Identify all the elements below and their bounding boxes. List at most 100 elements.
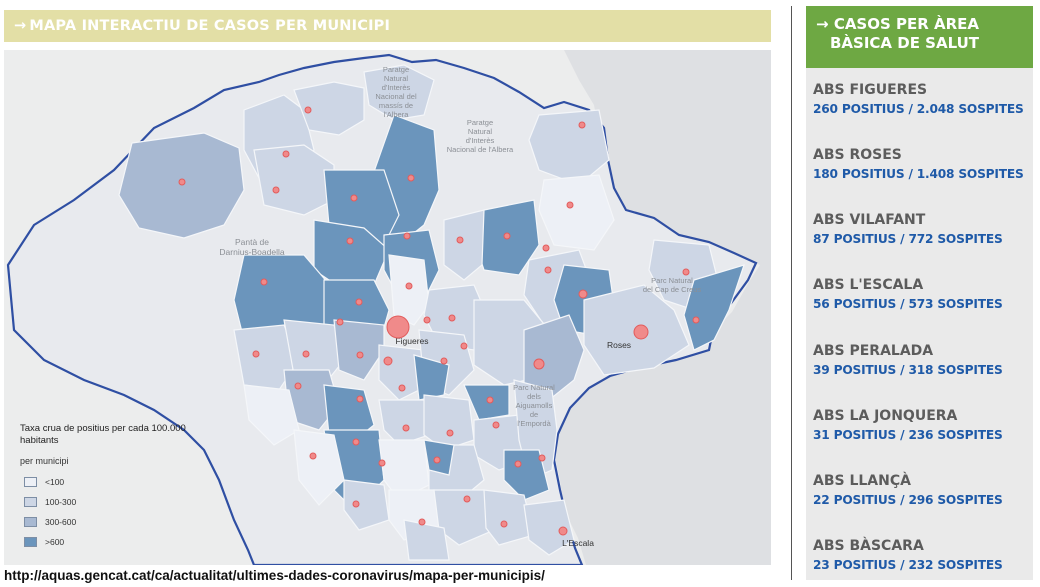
case-marker[interactable]	[304, 106, 312, 114]
abs-stats: 39 POSITIUS / 318 SOSPITES	[813, 363, 1003, 377]
case-marker[interactable]	[423, 316, 431, 324]
legend-label: <100	[45, 477, 65, 487]
municipality-shape[interactable]	[483, 489, 535, 546]
abs-item-bascara: ABS BÀSCARA 23 POSITIUS / 232 SOSPITES	[813, 538, 1033, 572]
case-marker[interactable]	[402, 424, 410, 432]
case-marker[interactable]	[440, 357, 448, 365]
case-marker[interactable]	[544, 266, 552, 274]
municipality-shape[interactable]	[538, 174, 615, 251]
case-marker[interactable]	[352, 500, 360, 508]
case-marker[interactable]	[272, 186, 280, 194]
case-marker[interactable]	[503, 232, 511, 240]
municipality-shape[interactable]	[403, 519, 450, 561]
case-marker[interactable]	[282, 150, 290, 158]
case-marker[interactable]	[405, 282, 413, 290]
map-header: → MAPA INTERACTIU DE CASOS PER MUNICIPI	[4, 10, 771, 42]
municipality-shape[interactable]	[433, 489, 495, 546]
case-marker[interactable]	[350, 194, 358, 202]
municipality-shape[interactable]	[243, 384, 300, 446]
case-marker[interactable]	[302, 350, 310, 358]
map-label-roses: Roses	[607, 340, 631, 350]
sidebar-title-line1: Casos per àrea	[833, 15, 980, 33]
case-marker[interactable]	[356, 351, 364, 359]
sidebar-header: → Casos per àrea bàsica de salut	[806, 6, 1033, 68]
case-marker[interactable]	[386, 315, 410, 339]
case-marker[interactable]	[446, 429, 454, 437]
case-marker[interactable]	[448, 314, 456, 322]
abs-stats: 56 POSITIUS / 573 SOSPITES	[813, 297, 1003, 311]
case-marker[interactable]	[407, 174, 415, 182]
case-marker[interactable]	[633, 324, 649, 340]
case-marker[interactable]	[309, 452, 317, 460]
municipality-shape[interactable]	[413, 354, 450, 401]
case-marker[interactable]	[538, 454, 546, 462]
abs-name: ABS LLANÇÀ	[813, 473, 911, 489]
abs-stats: 22 POSITIUS / 296 SOSPITES	[813, 493, 1003, 507]
case-marker[interactable]	[578, 289, 588, 299]
municipality-shape[interactable]	[343, 479, 390, 531]
case-marker[interactable]	[486, 396, 494, 404]
interactive-map[interactable]: Paratge Natural d'Interès Nacional del massí…	[4, 50, 771, 565]
case-marker[interactable]	[346, 237, 354, 245]
municipality-shape[interactable]	[283, 319, 345, 386]
sidebar-panel: ABS FIGUERES 260 POSITIUS / 2.048 SOSPIT…	[806, 68, 1033, 580]
case-marker[interactable]	[356, 395, 364, 403]
abs-stats: 87 POSITIUS / 772 SOSPITES	[813, 232, 1003, 246]
abs-item-peralada: ABS PERALADA 39 POSITIUS / 318 SOSPITES	[813, 343, 1033, 377]
municipality-shape[interactable]	[333, 319, 385, 381]
case-marker[interactable]	[260, 278, 268, 286]
case-marker[interactable]	[252, 350, 260, 358]
case-marker[interactable]	[682, 268, 690, 276]
municipality-shape[interactable]	[293, 81, 365, 136]
case-marker[interactable]	[463, 495, 471, 503]
abs-name: ABS LA JONQUERA	[813, 408, 958, 424]
case-marker[interactable]	[352, 438, 360, 446]
source-url[interactable]: http://aquas.gencat.cat/ca/actualitat/ul…	[4, 568, 545, 583]
abs-stats: 260 POSITIUS / 2.048 SOSPITES	[813, 102, 1024, 116]
case-marker[interactable]	[336, 318, 344, 326]
map-label-albera: Paratge Natural d'Interès Nacional de l'Alb…	[447, 118, 514, 154]
case-marker[interactable]	[433, 456, 441, 464]
municipality-shape[interactable]	[363, 64, 435, 121]
case-marker[interactable]	[566, 201, 574, 209]
abs-stats: 31 POSITIUS / 236 SOSPITES	[813, 428, 1003, 442]
case-marker[interactable]	[692, 316, 700, 324]
case-marker[interactable]	[398, 384, 406, 392]
legend-subtitle: per municipi	[20, 456, 69, 466]
municipality-shape[interactable]	[683, 264, 745, 351]
abs-stats: 180 POSITIUS / 1.408 SOSPITES	[813, 167, 1024, 181]
map-label-cap-creus: Parc Natural del Cap de Creus	[643, 276, 702, 294]
municipality-shape[interactable]	[388, 254, 430, 326]
case-marker[interactable]	[403, 232, 411, 240]
municipality-shape[interactable]	[443, 209, 485, 281]
case-marker[interactable]	[500, 520, 508, 528]
case-marker[interactable]	[178, 178, 186, 186]
case-marker[interactable]	[533, 358, 545, 370]
case-marker[interactable]	[578, 121, 586, 129]
legend-label: >600	[45, 537, 65, 547]
column-divider	[791, 6, 792, 580]
case-marker[interactable]	[460, 342, 468, 350]
case-marker[interactable]	[514, 460, 522, 468]
municipality-shape[interactable]	[293, 429, 345, 506]
legend-item: <100	[20, 472, 230, 492]
case-marker[interactable]	[542, 244, 550, 252]
case-marker[interactable]	[456, 236, 464, 244]
arrow-right-icon: →	[14, 18, 27, 34]
case-marker[interactable]	[418, 518, 426, 526]
case-marker[interactable]	[492, 421, 500, 429]
municipality-shape[interactable]	[463, 384, 510, 421]
legend-swatch-mid	[24, 517, 37, 527]
map-label-panta: Pantà de Darnius-Boadella	[219, 237, 284, 257]
case-marker[interactable]	[558, 526, 568, 536]
municipality-shape[interactable]	[523, 499, 575, 556]
legend-label: 300-600	[45, 517, 77, 527]
case-marker[interactable]	[383, 356, 393, 366]
abs-name: ABS PERALADA	[813, 343, 934, 359]
municipality-shape[interactable]	[118, 132, 245, 239]
map-svg[interactable]: Paratge Natural d'Interès Nacional del massí…	[4, 50, 771, 565]
case-marker[interactable]	[355, 298, 363, 306]
case-marker[interactable]	[294, 382, 302, 390]
abs-name: ABS VILAFANT	[813, 212, 926, 228]
case-marker[interactable]	[378, 459, 386, 467]
